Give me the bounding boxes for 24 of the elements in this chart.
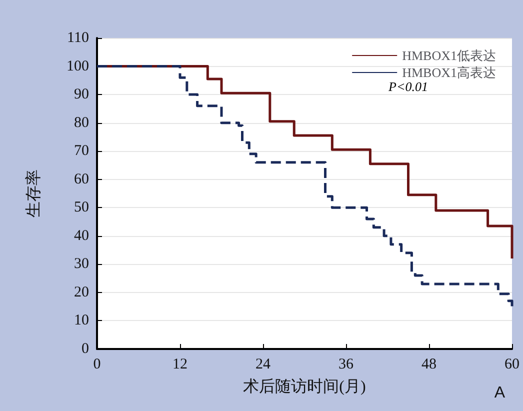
y-tick-label: 10 (74, 312, 89, 329)
x-tick-label: 36 (338, 356, 354, 372)
y-tick-label: 80 (74, 114, 89, 131)
x-tick-label: 0 (93, 356, 101, 372)
y-tick-label: 100 (66, 58, 89, 74)
y-tick-label: 50 (74, 200, 89, 216)
annotation: P<0.01 (388, 79, 428, 94)
x-tick-label: 60 (504, 356, 520, 372)
y-tick-label: 0 (82, 341, 89, 357)
x-tick-label: 12 (172, 356, 188, 372)
y-tick-label: 70 (74, 143, 89, 160)
y-tick-label: 20 (74, 284, 89, 300)
y-axis-title: 生存率 (24, 170, 42, 218)
legend-label: HMBOX1高表达 (402, 65, 496, 80)
y-tick-label: 40 (74, 228, 89, 244)
text: A (494, 384, 506, 402)
y-tick-label: 110 (67, 30, 89, 46)
x-tick-label: 48 (422, 356, 436, 372)
y-tick-label: 60 (74, 171, 89, 188)
y-tick-label: 30 (74, 256, 89, 272)
y-tick-label: 90 (74, 86, 89, 103)
x-axis-title: 术后随访时间(月) (243, 378, 366, 396)
x-tick-label: 24 (256, 356, 271, 372)
legend-label: HMBOX1低表达 (402, 48, 496, 63)
